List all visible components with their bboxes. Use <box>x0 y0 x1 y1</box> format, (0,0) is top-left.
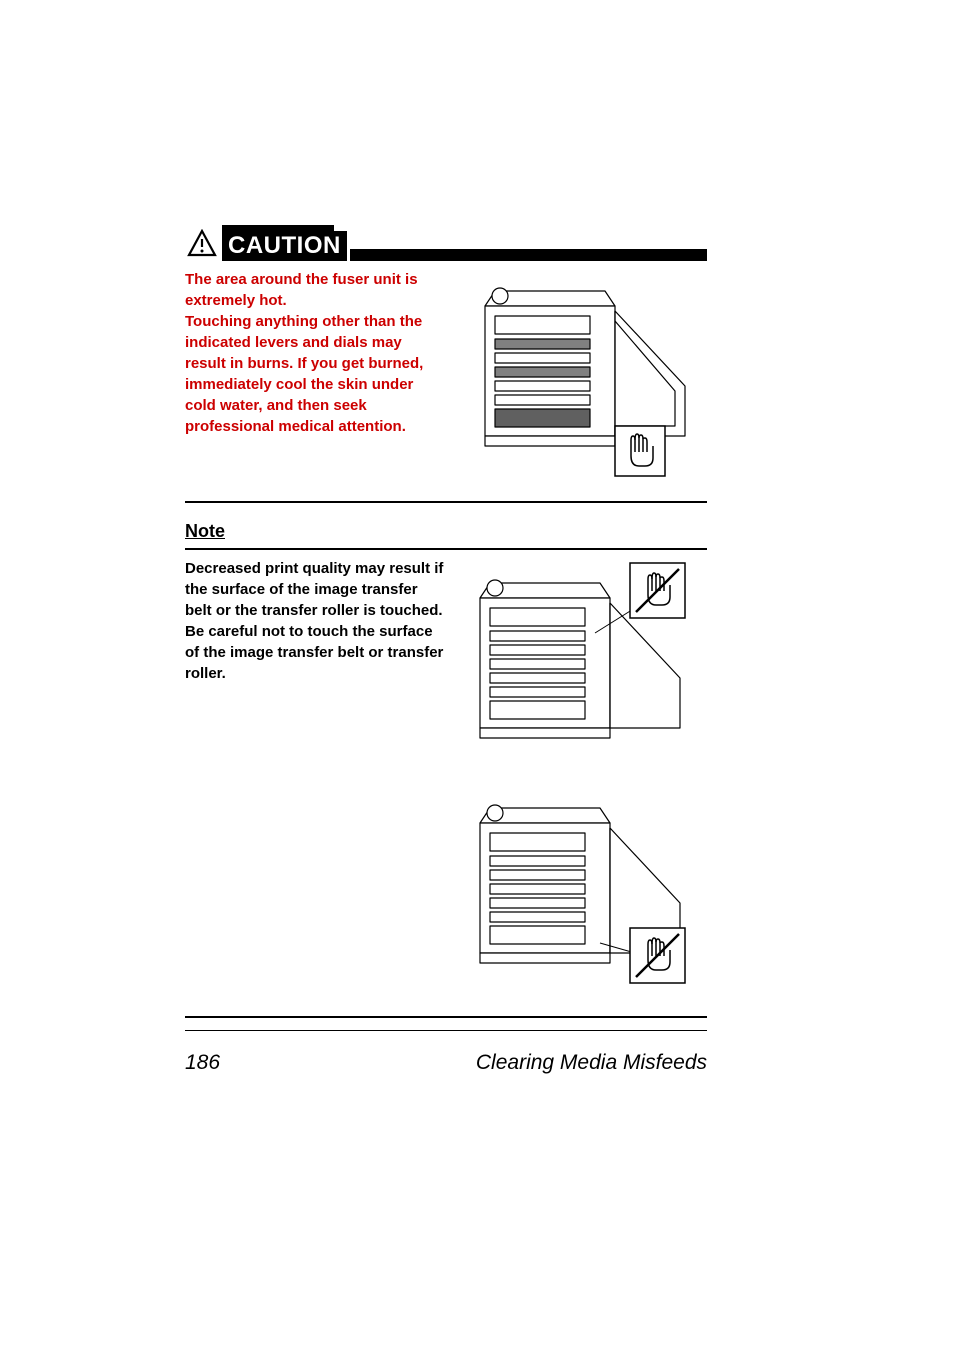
note-bottom-divider <box>185 1016 707 1018</box>
section-divider <box>185 501 707 503</box>
page-number: 186 <box>185 1051 220 1075</box>
caution-text: The area around the fuser unit is extrem… <box>185 261 445 437</box>
note-printer-illustration-top <box>460 558 690 773</box>
caution-printer-illustration <box>460 261 690 481</box>
caution-section-row: The area around the fuser unit is extrem… <box>185 261 707 481</box>
footer-section-title: Clearing Media Misfeeds <box>476 1051 707 1075</box>
note-illustrations <box>460 558 690 998</box>
note-text: Decreased print quality may result if th… <box>185 558 445 684</box>
note-printer-illustration-bottom <box>460 783 690 998</box>
note-block: Note Decreased print quality may result … <box>185 521 707 1018</box>
caution-block: CAUTION The area around the fuser unit i… <box>185 225 707 481</box>
caution-label: CAUTION <box>228 232 341 259</box>
footer-line <box>185 1030 707 1031</box>
note-section-row: Decreased print quality may result if th… <box>185 558 707 998</box>
caution-triangle-icon <box>185 227 219 261</box>
note-heading: Note <box>185 521 707 550</box>
page-footer: 186 Clearing Media Misfeeds <box>185 1030 707 1075</box>
page-content: CAUTION The area around the fuser unit i… <box>185 225 707 1018</box>
